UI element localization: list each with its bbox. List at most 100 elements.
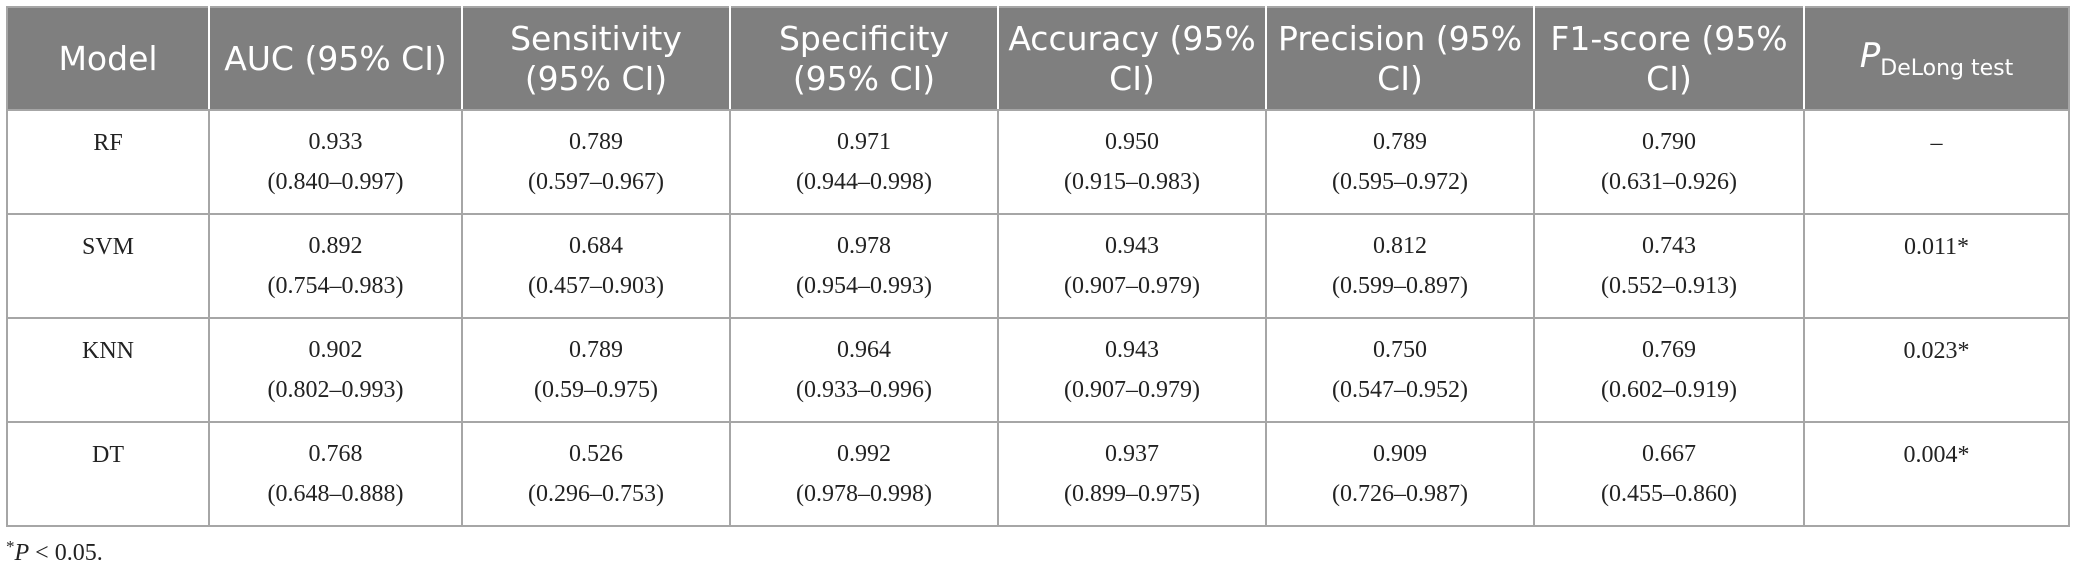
f1-ci: (0.602–0.919) [1601,377,1737,403]
table-row: RF 0.933 (0.840–0.997) 0.789 (0.597–0.967)… [6,109,2070,215]
precision-ci: (0.726–0.987) [1332,481,1468,507]
table-row: DT 0.768 (0.648–0.888) 0.526 (0.296–0.753)… [6,421,2070,527]
specificity-cell: 0.992 (0.978–0.998) [729,421,999,527]
header-f1-score: F1-score (95% CI) [1533,6,1805,111]
footnote-p-letter: P [14,540,30,566]
auc-value: 0.768 [308,441,363,467]
sensitivity-ci: (0.597–0.967) [528,169,664,195]
header-model: Model [6,6,210,111]
specificity-ci: (0.954–0.993) [796,273,932,299]
auc-cell: 0.768 (0.648–0.888) [208,421,463,527]
header-accuracy: Accuracy (95% CI) [997,6,1267,111]
sensitivity-ci: (0.59–0.975) [534,377,658,403]
auc-cell: 0.933 (0.840–0.997) [208,109,463,215]
sensitivity-cell: 0.789 (0.59–0.975) [461,317,731,423]
precision-value: 0.909 [1373,441,1427,467]
auc-ci: (0.648–0.888) [267,481,404,507]
specificity-value: 0.992 [837,441,891,467]
specificity-cell: 0.971 (0.944–0.998) [729,109,999,215]
model-cell: DT [6,421,210,527]
header-p-delong: PDeLong test [1803,6,2070,111]
f1-cell: 0.790 (0.631–0.926) [1533,109,1805,215]
accuracy-cell: 0.943 (0.907–0.979) [997,317,1267,423]
auc-value: 0.892 [308,233,363,259]
header-p-letter: P [1859,36,1881,76]
specificity-value: 0.978 [837,233,891,259]
table-header: Model AUC (95% CI) Sensitivity (95% CI) … [6,6,2070,111]
auc-cell: 0.902 (0.802–0.993) [208,317,463,423]
table-body: RF 0.933 (0.840–0.997) 0.789 (0.597–0.967)… [6,109,2070,527]
auc-value: 0.902 [308,337,363,363]
sensitivity-value: 0.684 [569,233,623,259]
specificity-value: 0.971 [837,129,891,155]
accuracy-value: 0.943 [1105,337,1159,363]
precision-cell: 0.750 (0.547–0.952) [1265,317,1535,423]
precision-ci: (0.595–0.972) [1332,169,1468,195]
precision-ci: (0.547–0.952) [1332,377,1468,403]
auc-ci: (0.802–0.993) [267,377,404,403]
precision-cell: 0.812 (0.599–0.897) [1265,213,1535,319]
p-value-cell: 0.004* [1803,421,2070,527]
sensitivity-cell: 0.684 (0.457–0.903) [461,213,731,319]
results-table-container: Model AUC (95% CI) Sensitivity (95% CI) … [6,6,2070,527]
model-cell: SVM [6,213,210,319]
accuracy-value: 0.950 [1105,129,1159,155]
accuracy-cell: 0.937 (0.899–0.975) [997,421,1267,527]
model-performance-table: Model AUC (95% CI) Sensitivity (95% CI) … [6,6,2070,527]
auc-ci: (0.754–0.983) [267,273,404,299]
accuracy-cell: 0.943 (0.907–0.979) [997,213,1267,319]
sensitivity-cell: 0.526 (0.296–0.753) [461,421,731,527]
header-specificity: Specificity (95% CI) [729,6,999,111]
precision-value: 0.812 [1373,233,1427,259]
f1-cell: 0.743 (0.552–0.913) [1533,213,1805,319]
sensitivity-ci: (0.457–0.903) [528,273,664,299]
specificity-ci: (0.944–0.998) [796,169,932,195]
precision-ci: (0.599–0.897) [1332,273,1468,299]
sensitivity-ci: (0.296–0.753) [528,481,664,507]
p-value-cell: – [1803,109,2070,215]
precision-value: 0.750 [1373,337,1427,363]
model-cell: RF [6,109,210,215]
f1-ci: (0.455–0.860) [1601,481,1737,507]
footnote-symbol: * [6,537,15,556]
footnote-text: < 0.05. [29,540,103,566]
accuracy-value: 0.943 [1105,233,1159,259]
specificity-ci: (0.933–0.996) [796,377,932,403]
header-precision: Precision (95% CI) [1265,6,1535,111]
auc-value: 0.933 [308,129,363,155]
specificity-value: 0.964 [837,337,891,363]
header-row: Model AUC (95% CI) Sensitivity (95% CI) … [6,6,2070,111]
table-footnote: *P < 0.05. [6,537,103,568]
table-row: KNN 0.902 (0.802–0.993) 0.789 (0.59–0.975)… [6,317,2070,423]
auc-ci: (0.840–0.997) [267,169,404,195]
f1-value: 0.769 [1642,337,1696,363]
accuracy-ci: (0.899–0.975) [1064,481,1200,507]
header-auc: AUC (95% CI) [208,6,463,111]
header-sensitivity: Sensitivity (95% CI) [461,6,731,111]
f1-value: 0.790 [1642,129,1696,155]
precision-cell: 0.789 (0.595–0.972) [1265,109,1535,215]
header-p-subscript: DeLong test [1880,56,2014,81]
sensitivity-value: 0.789 [569,337,623,363]
specificity-ci: (0.978–0.998) [796,481,932,507]
accuracy-cell: 0.950 (0.915–0.983) [997,109,1267,215]
f1-value: 0.667 [1642,441,1696,467]
accuracy-ci: (0.907–0.979) [1064,273,1200,299]
sensitivity-value: 0.526 [569,441,623,467]
f1-value: 0.743 [1642,233,1696,259]
f1-cell: 0.667 (0.455–0.860) [1533,421,1805,527]
f1-cell: 0.769 (0.602–0.919) [1533,317,1805,423]
precision-cell: 0.909 (0.726–0.987) [1265,421,1535,527]
p-value-cell: 0.023* [1803,317,2070,423]
f1-ci: (0.631–0.926) [1601,169,1737,195]
table-row: SVM 0.892 (0.754–0.983) 0.684 (0.457–0.903… [6,213,2070,319]
precision-value: 0.789 [1373,129,1427,155]
model-cell: KNN [6,317,210,423]
accuracy-ci: (0.907–0.979) [1064,377,1200,403]
specificity-cell: 0.964 (0.933–0.996) [729,317,999,423]
auc-cell: 0.892 (0.754–0.983) [208,213,463,319]
sensitivity-cell: 0.789 (0.597–0.967) [461,109,731,215]
p-value-cell: 0.011* [1803,213,2070,319]
sensitivity-value: 0.789 [569,129,623,155]
specificity-cell: 0.978 (0.954–0.993) [729,213,999,319]
